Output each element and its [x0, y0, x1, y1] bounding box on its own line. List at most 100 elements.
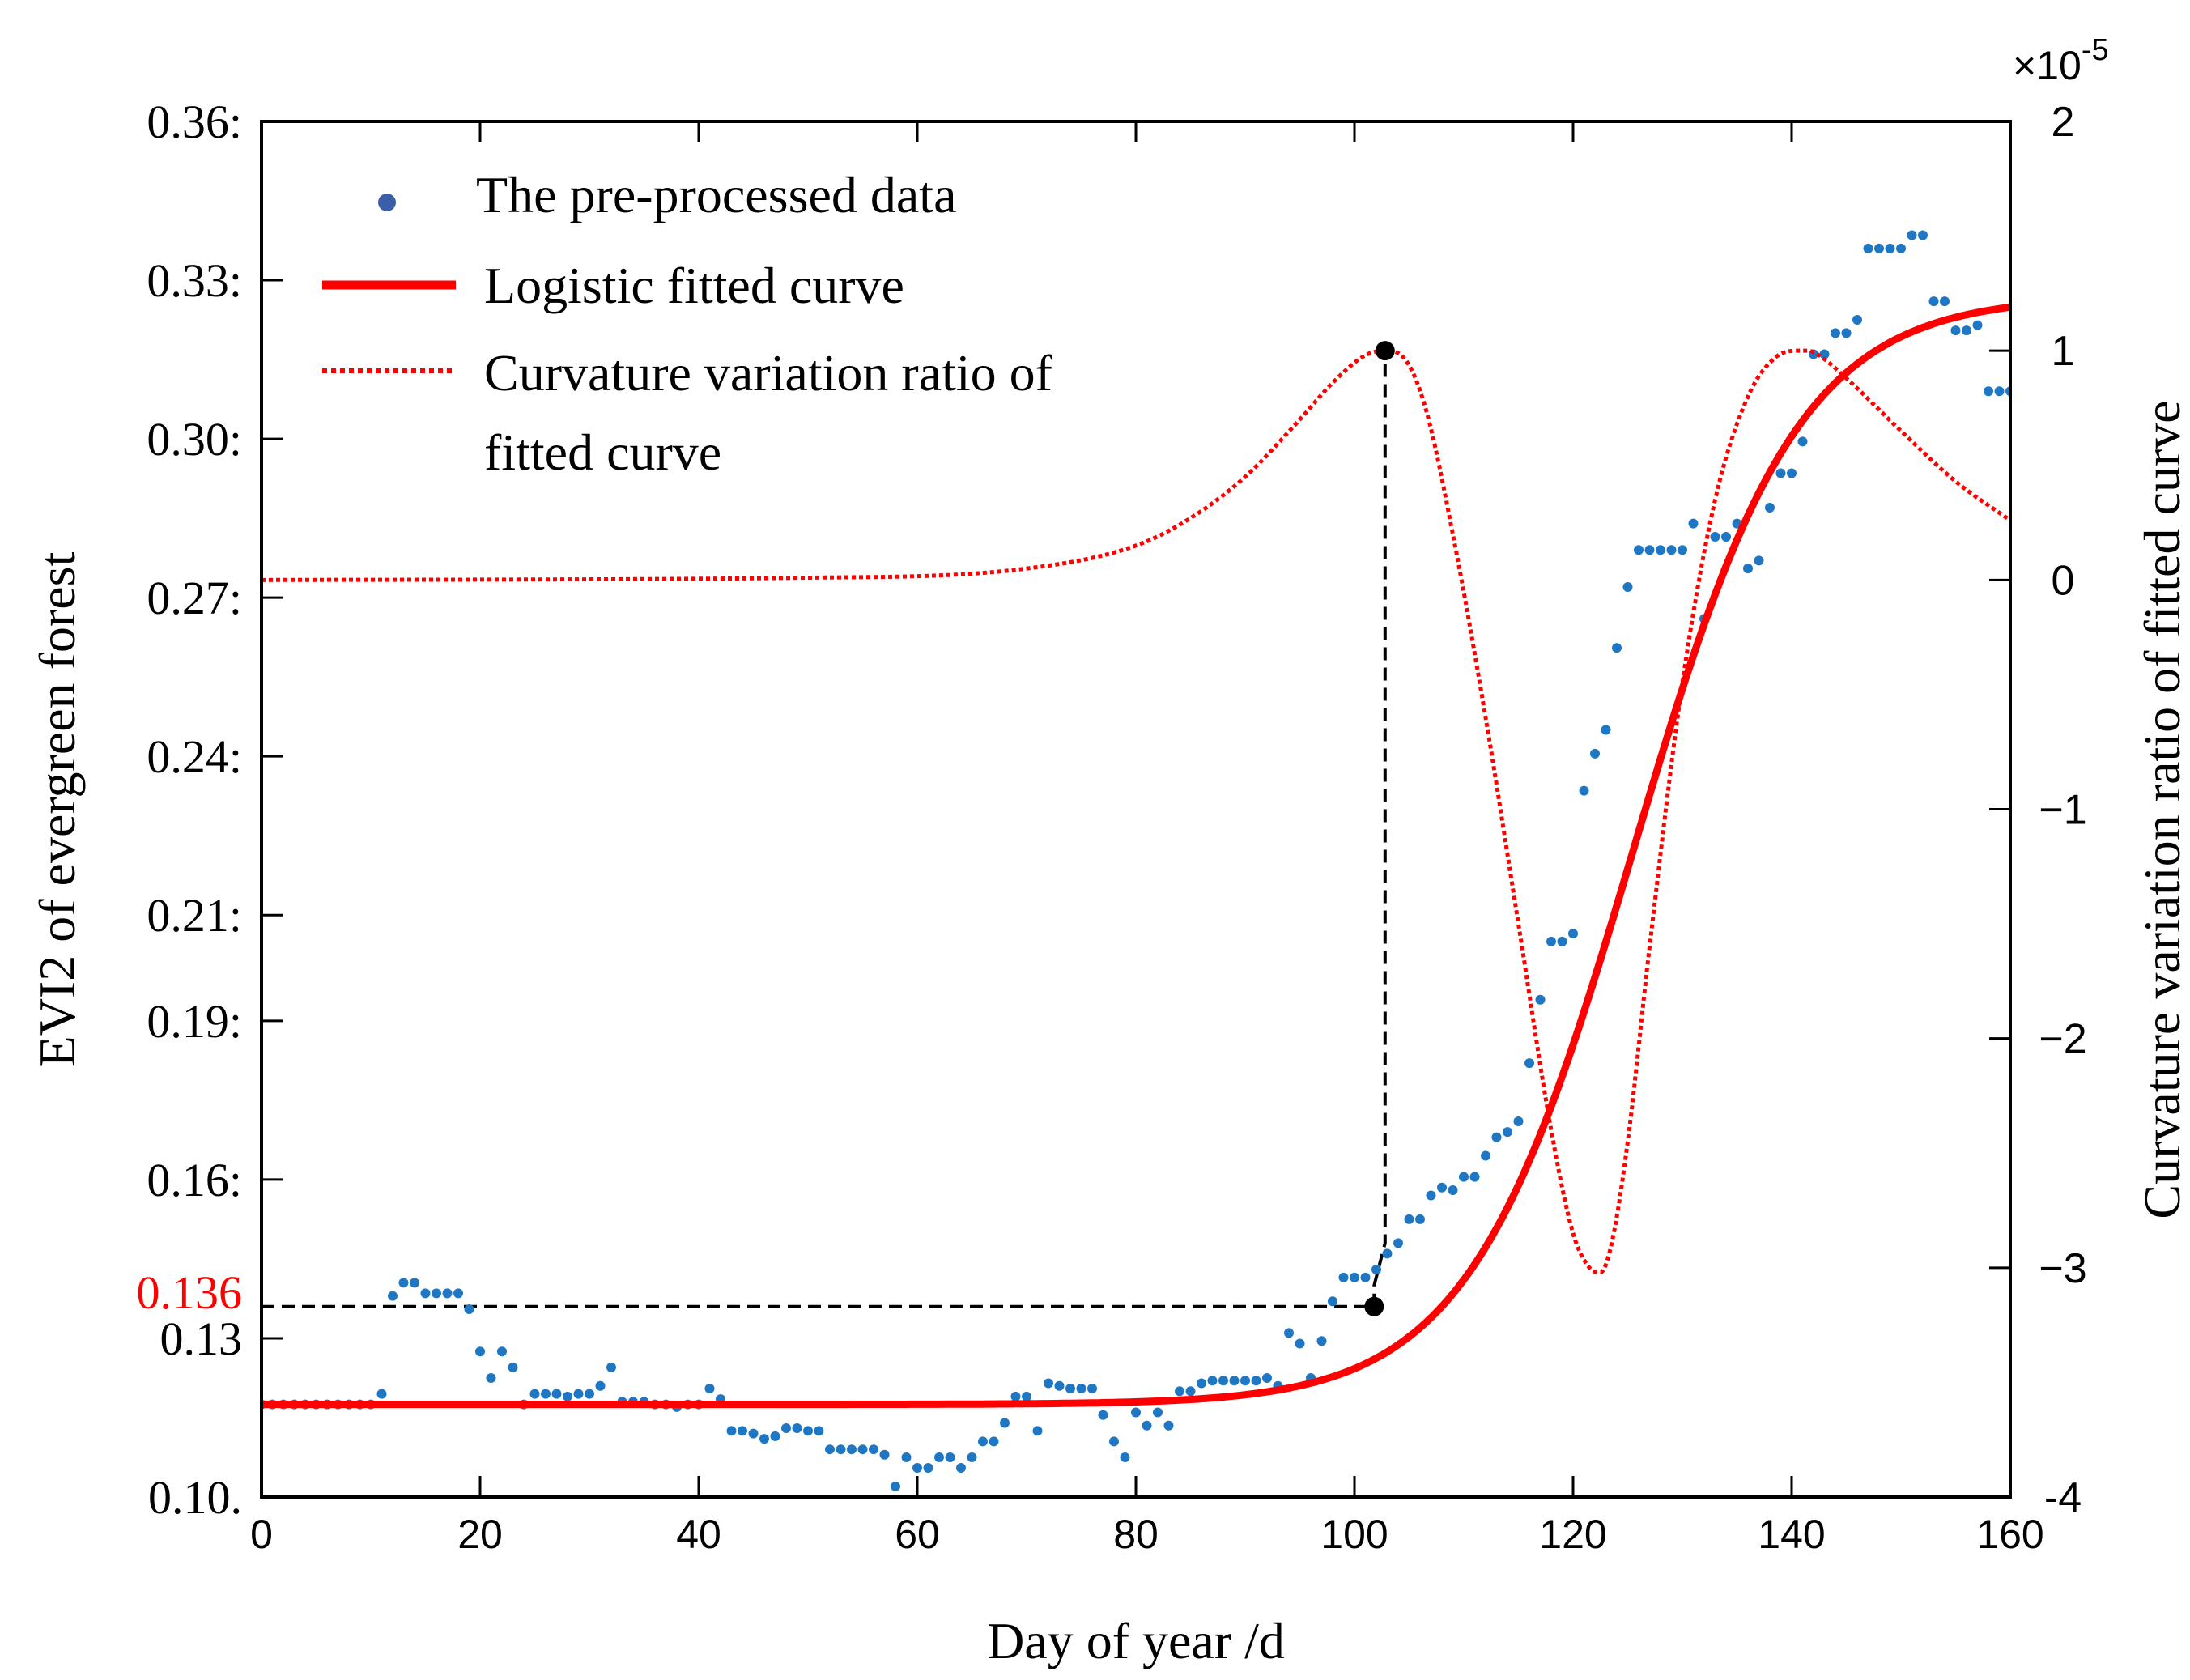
y-axis-label: EVI2 of evergreen forest	[28, 551, 86, 1067]
data-point	[1590, 748, 1600, 759]
legend-label-logistic: Logistic fitted curve	[484, 257, 904, 314]
data-point	[1557, 936, 1567, 946]
data-point	[1404, 1214, 1414, 1224]
data-point	[1984, 386, 1993, 397]
curvature-curve	[262, 348, 2010, 1275]
y-tick-label: 0.13	[160, 1312, 243, 1365]
marker-fit-point	[1364, 1296, 1384, 1316]
y-tick-label: 0.21:	[147, 889, 242, 942]
y2-tick-label: −2	[2039, 1016, 2086, 1063]
data-point	[901, 1452, 912, 1462]
data-point	[1972, 320, 1983, 330]
y-tick-label: 0.27:	[147, 572, 242, 624]
y2-exponent-label: ×10-5	[2013, 33, 2109, 88]
data-point	[442, 1288, 453, 1299]
x-tick-label: 40	[676, 1512, 721, 1557]
data-point	[606, 1362, 616, 1372]
data-point	[879, 1449, 890, 1460]
y2-axis-label: Curvature variation ratio of fitted curv…	[2133, 400, 2190, 1219]
data-point	[803, 1426, 813, 1436]
data-point	[541, 1389, 551, 1399]
data-point	[869, 1444, 878, 1455]
data-point	[1448, 1185, 1458, 1195]
data-point	[410, 1278, 419, 1288]
data-point	[388, 1291, 398, 1301]
data-point	[1393, 1238, 1403, 1248]
x-tick-label: 0	[250, 1512, 273, 1557]
data-point	[1678, 545, 1687, 555]
data-point	[420, 1288, 431, 1299]
y-tick-label: 0.10.	[148, 1471, 242, 1524]
data-point	[432, 1288, 441, 1299]
data-point	[1022, 1391, 1031, 1401]
data-point	[1338, 1272, 1349, 1282]
logistic-layer	[262, 303, 2010, 1409]
data-point	[1874, 243, 1884, 253]
data-point	[1175, 1386, 1184, 1397]
data-point	[376, 1389, 387, 1399]
data-point	[1054, 1380, 1065, 1391]
data-point	[1765, 503, 1775, 513]
data-point	[1503, 1127, 1512, 1138]
data-point	[759, 1434, 769, 1444]
data-point	[1382, 1248, 1393, 1259]
data-point	[1710, 531, 1720, 542]
x-tick-label: 160	[1976, 1512, 2043, 1557]
data-point	[1994, 386, 2005, 397]
data-point	[453, 1288, 463, 1299]
legend-label-points: The pre-processed data	[476, 166, 956, 223]
x-axis-label: Day of year /d	[987, 1612, 1285, 1669]
plot-background	[262, 121, 2010, 1497]
data-point	[1787, 468, 1797, 478]
data-point	[1775, 468, 1786, 478]
data-point	[1459, 1172, 1469, 1182]
data-point	[551, 1389, 562, 1399]
data-point	[1000, 1418, 1010, 1428]
y2-tick-label: 2	[2052, 99, 2075, 146]
data-point	[1568, 929, 1578, 939]
guide-vertical	[1372, 351, 1387, 1307]
data-point	[475, 1346, 485, 1357]
data-point	[891, 1481, 900, 1491]
key-point-markers	[1364, 341, 1395, 1316]
data-point	[1666, 545, 1677, 555]
data-point	[857, 1444, 868, 1455]
data-point	[1579, 785, 1589, 796]
data-point	[1163, 1420, 1174, 1431]
data-point	[1656, 545, 1665, 555]
data-point	[1721, 531, 1731, 542]
data-point	[967, 1452, 977, 1462]
data-point	[1940, 296, 1950, 307]
data-point	[1754, 555, 1764, 566]
x-axis-ticks: 0 20 40 60 80 100 120 140 160	[250, 121, 2044, 1557]
y-tick-label: 0.16:	[147, 1154, 242, 1206]
data-point	[1229, 1376, 1240, 1386]
legend-marker-points	[378, 194, 396, 211]
data-point	[1601, 725, 1611, 735]
data-point	[1120, 1452, 1130, 1462]
data-point	[585, 1389, 594, 1399]
data-point	[825, 1444, 835, 1455]
y-axis-ticks: 0.10. 0.13 0.16: 0.19: 0.21: 0.24: 0.27: 0.30: 0…	[137, 96, 283, 1524]
x-tick-label: 80	[1113, 1512, 1159, 1557]
data-point	[1197, 1378, 1206, 1389]
data-point	[1295, 1338, 1305, 1349]
data-point	[847, 1444, 857, 1455]
curvature-layer	[262, 348, 2010, 1275]
data-point	[573, 1389, 584, 1399]
data-point	[836, 1444, 846, 1455]
y-tick-label: 0.19:	[147, 995, 242, 1048]
data-point	[1535, 994, 1546, 1005]
data-point	[814, 1426, 824, 1436]
data-point	[398, 1278, 409, 1288]
x-tick-label: 140	[1758, 1512, 1825, 1557]
data-point	[1896, 243, 1906, 253]
data-point	[1153, 1407, 1163, 1418]
data-point	[1612, 643, 1622, 653]
data-point	[1032, 1426, 1043, 1436]
data-point	[748, 1428, 759, 1439]
data-point	[781, 1423, 791, 1434]
data-point	[1316, 1336, 1327, 1346]
data-point	[726, 1426, 737, 1436]
data-point	[1185, 1386, 1196, 1397]
